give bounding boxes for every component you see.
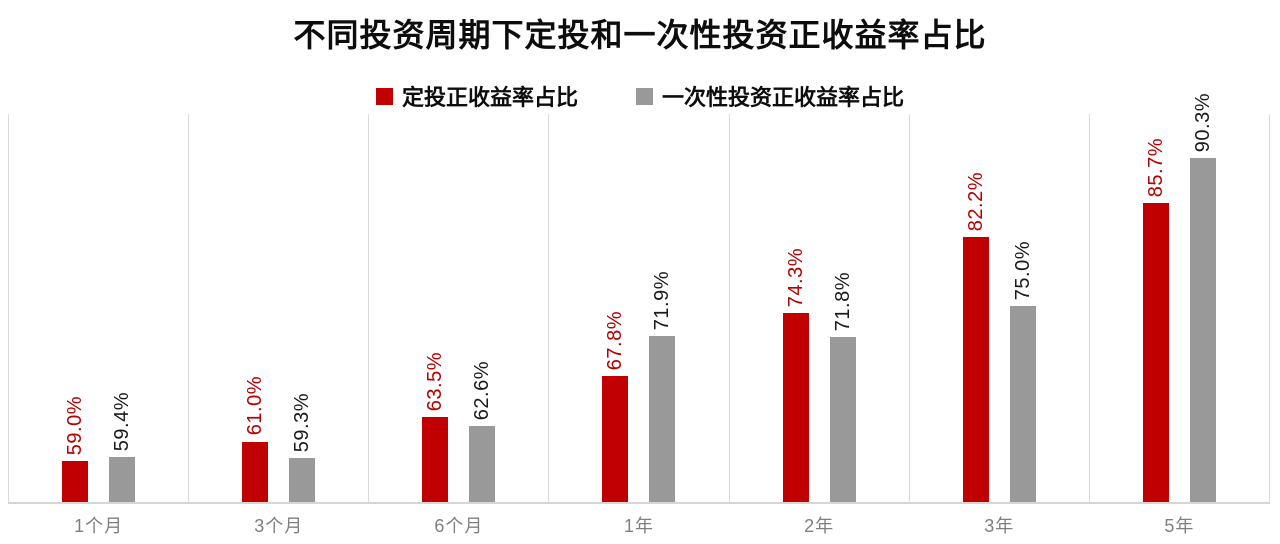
category-cell: 85.7% 90.3% 5年 — [1088, 93, 1270, 536]
chart-title: 不同投资周期下定投和一次性投资正收益率占比 — [293, 17, 987, 53]
category-cell: 61.0% 59.3% 3个月 — [188, 114, 368, 536]
category-cell: 74.3% 71.8% 2年 — [728, 114, 909, 536]
bar-column-lumpsum: 71.9% — [649, 114, 676, 502]
bar-column-sip: 67.8% — [602, 114, 629, 502]
bar-sip — [1142, 202, 1169, 502]
bar-lumpsum — [469, 426, 496, 502]
bar-lumpsum — [1189, 158, 1216, 502]
bar-lumpsum — [649, 336, 676, 502]
bar-column-lumpsum: 90.3% — [1189, 93, 1216, 502]
bar-group: 67.8% 71.9% — [602, 114, 676, 502]
bar-sip — [782, 313, 809, 502]
bar-column-sip: 85.7% — [1142, 114, 1169, 502]
category-label: 3个月 — [254, 516, 304, 536]
bar-sip — [62, 460, 89, 502]
bar-value-label-lumpsum: 71.9% — [651, 271, 674, 331]
plot-area: 59.0% 59.4% 1个月 61.0% 59.3% 3个月 63.5% 62.6% 6个月 6… — [8, 93, 1270, 536]
bar-column-sip: 59.0% — [62, 114, 89, 502]
bar-value-label-lumpsum: 59.4% — [111, 391, 134, 452]
bar-column-lumpsum: 71.8% — [829, 114, 856, 502]
legend: 定投正收益率占比 一次性投资正收益率占比 — [0, 80, 1280, 112]
bar-lumpsum — [829, 337, 856, 502]
category-cell: 63.5% 62.6% 6个月 — [368, 114, 548, 536]
legend-swatch-lumpsum-icon — [636, 87, 653, 105]
bar-value-label-sip: 74.3% — [784, 247, 807, 308]
bar-sip — [242, 441, 269, 502]
legend-label-sip: 定投正收益率占比 — [401, 85, 578, 110]
category-label: 1年 — [623, 516, 654, 536]
bar-group: 63.5% 62.6% — [422, 114, 496, 502]
bar-column-sip: 63.5% — [422, 114, 449, 502]
legend-item-sip: 定投正收益率占比 — [375, 80, 578, 112]
bar-group: 85.7% 90.3% — [1142, 93, 1216, 502]
legend-swatch-sip-icon — [375, 87, 393, 105]
bar-sip — [962, 236, 989, 502]
bar-group: 59.0% 59.4% — [62, 114, 136, 502]
category-cell: 59.0% 59.4% 1个月 — [8, 114, 188, 536]
bar-value-label-sip: 59.0% — [64, 395, 87, 455]
category-label: 5年 — [1164, 516, 1195, 536]
legend-label-lumpsum: 一次性投资正收益率占比 — [662, 85, 905, 110]
category-cell: 67.8% 71.9% 1年 — [548, 114, 728, 536]
bar-column-lumpsum: 75.0% — [1009, 114, 1036, 502]
bar-value-label-lumpsum: 71.8% — [831, 272, 854, 332]
bar-value-label-sip: 63.5% — [424, 352, 447, 412]
bar-value-label-lumpsum: 90.3% — [1191, 93, 1214, 153]
bar-sip — [422, 417, 449, 502]
category-label: 6个月 — [434, 516, 484, 536]
bar-lumpsum — [109, 457, 136, 502]
bar-value-label-sip: 85.7% — [1144, 137, 1167, 197]
category-cell: 82.2% 75.0% 3年 — [908, 114, 1089, 536]
bar-group: 61.0% 59.3% — [242, 114, 316, 502]
bar-column-sip: 74.3% — [782, 114, 809, 502]
bar-column-sip: 82.2% — [962, 114, 989, 502]
legend-item-lumpsum: 一次性投资正收益率占比 — [636, 80, 904, 112]
bar-column-sip: 61.0% — [242, 114, 269, 502]
bar-value-label-lumpsum: 59.3% — [291, 392, 314, 453]
bar-sip — [602, 375, 629, 502]
bar-value-label-lumpsum: 75.0% — [1011, 241, 1034, 301]
bar-group: 82.2% 75.0% — [962, 114, 1036, 502]
bar-group: 74.3% 71.8% — [782, 114, 856, 502]
bar-lumpsum — [1009, 306, 1036, 502]
bar-value-label-sip: 67.8% — [604, 310, 627, 370]
bar-column-lumpsum: 59.4% — [109, 114, 136, 502]
bar-lumpsum — [289, 458, 316, 502]
category-label: 2年 — [804, 516, 835, 536]
category-label: 3年 — [984, 516, 1015, 536]
bar-value-label-sip: 61.0% — [244, 376, 267, 436]
bar-column-lumpsum: 62.6% — [469, 114, 496, 502]
bar-column-lumpsum: 59.3% — [289, 114, 316, 502]
bar-value-label-lumpsum: 62.6% — [471, 360, 494, 421]
bar-value-label-sip: 82.2% — [964, 171, 987, 231]
category-label: 1个月 — [74, 516, 124, 536]
